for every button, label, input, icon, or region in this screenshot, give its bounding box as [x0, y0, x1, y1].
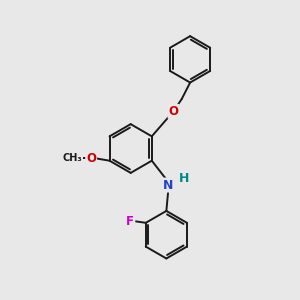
Text: O: O	[169, 105, 178, 118]
Text: O: O	[86, 152, 96, 165]
Text: CH₃: CH₃	[63, 153, 83, 163]
Text: N: N	[163, 178, 174, 192]
Text: H: H	[179, 172, 189, 185]
Text: F: F	[126, 215, 134, 228]
